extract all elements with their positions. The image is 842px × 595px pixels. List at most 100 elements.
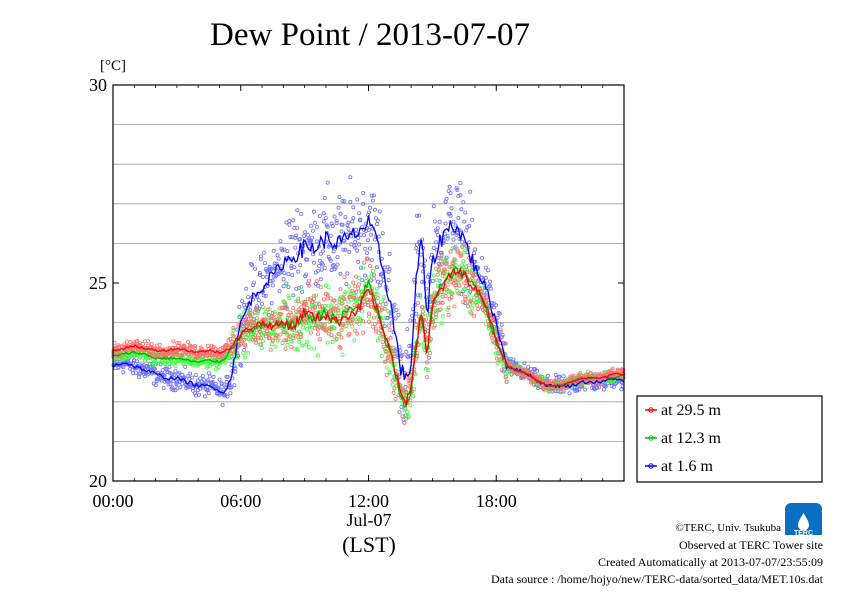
data-point [456,250,461,255]
data-point [334,336,339,341]
data-point [461,300,466,305]
credit-data-source: Data source : /home/hojyo/new/TERC-data/… [491,572,824,586]
data-point [470,275,475,280]
data-point [377,303,382,308]
line-layer [112,215,625,408]
data-point [368,232,373,237]
data-point [484,296,489,301]
data-point [193,391,198,396]
data-point [162,373,167,378]
data-point [340,301,345,306]
data-point [577,387,582,392]
data-point [567,391,572,396]
data-point [453,283,458,288]
data-point [384,365,389,370]
data-point [353,328,358,333]
data-point [385,315,390,320]
data-point [327,325,332,330]
data-point [141,372,146,377]
data-point [257,329,262,334]
data-point [420,305,425,310]
data-point [615,367,620,372]
data-point [331,262,336,267]
data-point [161,385,166,390]
data-point [210,380,215,385]
data-point [294,299,299,304]
data-point [471,273,476,278]
data-point [306,344,311,349]
data-point [388,335,393,340]
data-point [342,238,347,243]
data-point [188,343,193,348]
data-point [282,300,287,305]
data-point [328,296,333,301]
data-point [260,274,265,279]
data-point [442,267,447,272]
data-point [225,394,230,399]
data-point [392,302,397,307]
data-point [386,278,391,283]
data-point [382,299,387,304]
credit-observed: Observed at TERC Tower site [679,538,823,552]
data-point [221,387,226,392]
data-point [299,305,304,310]
terc-logo-drop-icon [798,513,809,531]
data-point [246,313,251,318]
data-point [311,346,316,351]
data-point [467,223,472,228]
data-point [479,255,484,260]
data-point [300,343,305,348]
data-point [200,374,205,379]
data-point [355,248,360,253]
data-point [338,287,343,292]
data-point [374,291,379,296]
data-point [356,315,361,320]
data-point [493,351,498,356]
data-point [335,313,340,318]
data-point [296,296,301,301]
data-point [346,220,351,225]
data-point [323,216,328,221]
data-point [206,371,211,376]
data-point [380,231,385,236]
data-point [373,329,378,334]
data-point [251,280,256,285]
data-point [252,332,257,337]
data-point [286,284,291,289]
data-point [535,368,540,373]
data-point [425,274,430,279]
data-point [363,278,368,283]
data-point [390,382,395,387]
data-point [177,379,182,384]
data-point [272,261,277,266]
data-point [315,268,320,273]
data-point [365,257,370,262]
data-point [449,264,454,269]
legend-item-12-3m: at 12.3 m [645,430,722,447]
data-point [232,383,237,388]
data-point [396,312,401,317]
data-point [456,193,461,198]
data-point [282,338,287,343]
data-point [391,390,396,395]
data-point [285,332,290,337]
data-point [318,285,323,290]
data-point [280,248,285,253]
data-point [237,304,242,309]
data-point [352,243,357,248]
data-point [407,380,412,385]
data-point [305,257,310,262]
data-point [338,345,343,350]
data-point [316,263,321,268]
data-point [375,218,380,223]
data-point [355,319,360,324]
data-point [183,364,188,369]
data-point [256,306,261,311]
data-point [387,267,392,272]
data-point [431,273,436,278]
data-point [307,297,312,302]
x-tick-labels: 00:00 06:00 12:00 18:00 [92,491,516,511]
data-point [310,252,315,257]
data-point [500,332,505,337]
data-point [348,199,353,204]
